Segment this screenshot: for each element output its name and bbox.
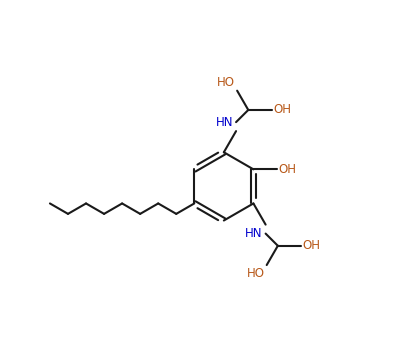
Text: HN: HN: [245, 227, 263, 240]
Text: HN: HN: [216, 116, 233, 129]
Text: OH: OH: [273, 104, 291, 117]
Text: HO: HO: [217, 76, 235, 89]
Text: OH: OH: [303, 239, 321, 252]
Text: OH: OH: [278, 163, 296, 176]
Text: HO: HO: [247, 267, 265, 280]
